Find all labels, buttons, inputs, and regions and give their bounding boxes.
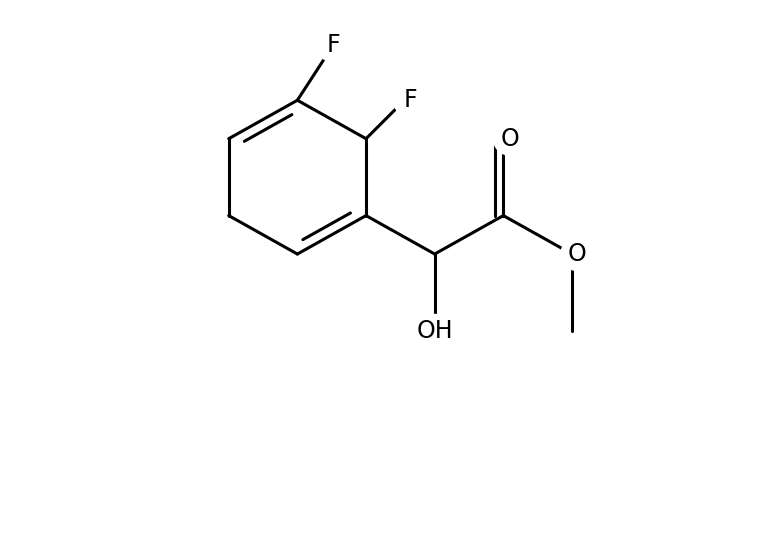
Circle shape bbox=[561, 237, 594, 270]
Text: OH: OH bbox=[417, 319, 453, 343]
Circle shape bbox=[393, 84, 427, 116]
Text: F: F bbox=[326, 33, 340, 57]
Text: O: O bbox=[501, 127, 519, 151]
Text: F: F bbox=[404, 88, 417, 112]
Circle shape bbox=[494, 122, 526, 155]
Text: O: O bbox=[568, 242, 587, 266]
Circle shape bbox=[317, 29, 349, 62]
Circle shape bbox=[418, 315, 451, 347]
